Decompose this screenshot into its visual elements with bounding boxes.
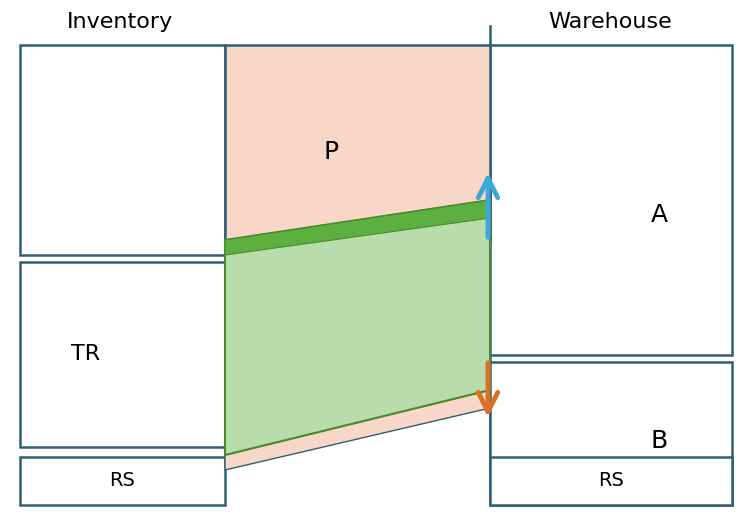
Text: RS: RS [598,472,624,491]
Text: RS: RS [110,472,135,491]
Text: P: P [323,140,338,164]
Text: Warehouse: Warehouse [548,12,672,32]
Bar [225,45,490,240]
Text: TR: TR [71,344,100,364]
Text: A: A [650,204,668,227]
Bar [20,457,225,505]
Bar [490,45,732,355]
Text: B: B [650,429,668,453]
Polygon shape [225,390,490,470]
Polygon shape [225,200,490,255]
Text: Inventory: Inventory [67,12,173,32]
Bar [490,457,732,505]
Bar [20,45,225,255]
Bar [20,262,225,447]
Bar [490,362,732,505]
Polygon shape [225,200,490,455]
